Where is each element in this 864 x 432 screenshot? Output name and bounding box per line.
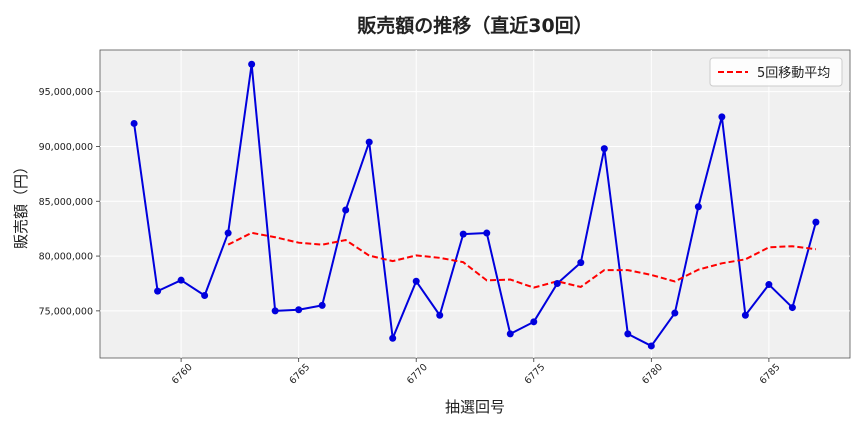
sales-data-point	[788, 304, 796, 312]
sales-data-point	[812, 218, 820, 226]
moving-average-line	[227, 231, 817, 289]
sales-data-point	[694, 203, 702, 211]
sales-data-point	[177, 276, 185, 284]
sales-data-point	[506, 330, 514, 338]
sales-data-point	[389, 334, 397, 342]
legend-moving-average-label: 5回移動平均	[757, 66, 830, 81]
sales-data-point	[412, 277, 420, 285]
sales-data-point	[130, 119, 138, 127]
sales-data-point	[765, 281, 773, 289]
sales-data-point	[295, 306, 303, 314]
sales-data-point	[248, 60, 256, 68]
sales-data-point	[741, 311, 749, 319]
sales-data-point	[342, 206, 350, 214]
sales-data-point	[436, 311, 444, 319]
sales-data-point	[624, 330, 632, 338]
x-axis-label: 抽選回号	[445, 398, 505, 416]
sales-data-point	[530, 318, 538, 326]
y-axis-ticks: 75,000,000 80,000,000 85,000,000 90,000,000…	[39, 87, 100, 317]
sales-data-point	[483, 229, 491, 237]
sales-data-point	[459, 230, 467, 238]
y-tick-label: 80,000,000	[39, 252, 93, 263]
legend: 5回移動平均	[709, 57, 843, 87]
chart-title: 販売額の推移（直近30回）	[357, 14, 592, 37]
sales-series-line	[133, 63, 817, 347]
y-tick-label: 75,000,000	[39, 306, 93, 317]
sales-data-point	[271, 307, 279, 315]
sales-data-point	[718, 113, 726, 121]
sales-data-point	[224, 229, 232, 237]
sales-data-point	[201, 292, 209, 300]
sales-data-point	[647, 342, 655, 350]
y-tick-label: 90,000,000	[39, 142, 93, 153]
y-axis-label: 販売額（円）	[12, 159, 30, 249]
y-tick-label: 95,000,000	[39, 87, 93, 98]
legend-box	[709, 57, 843, 87]
sales-data-point	[671, 309, 679, 317]
sales-data-point	[365, 138, 373, 146]
sales-data-point	[600, 145, 608, 153]
y-tick-label: 85,000,000	[39, 197, 93, 208]
sales-data-point	[154, 287, 162, 295]
plot-area	[99, 49, 851, 359]
sales-data-point	[577, 259, 585, 267]
series-layer	[130, 60, 820, 350]
sales-data-point	[553, 279, 561, 287]
sales-data-point	[318, 301, 326, 309]
